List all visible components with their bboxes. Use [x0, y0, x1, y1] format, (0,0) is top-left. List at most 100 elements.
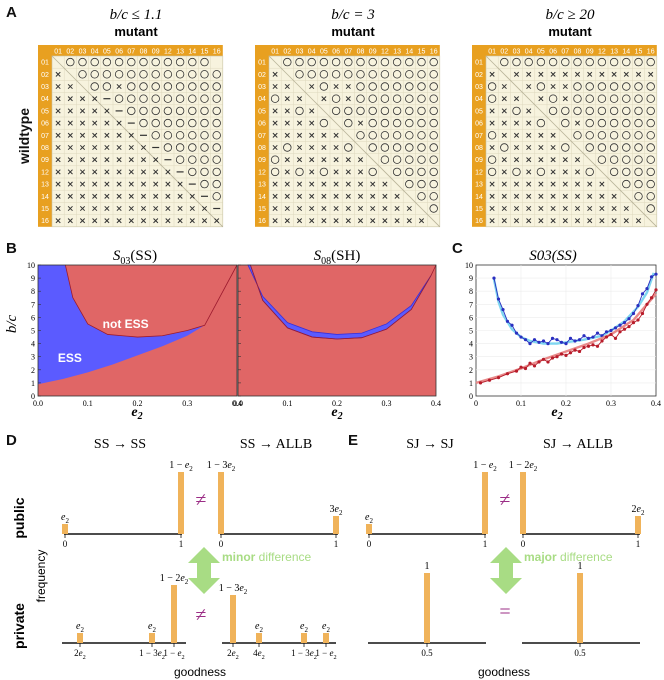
matrix-cell-stable: [585, 167, 594, 177]
matrix-cell-stable: [597, 143, 607, 152]
matrix-cell-stable: [331, 57, 341, 67]
panel-label-c: C: [452, 240, 463, 257]
matrix-cell-stable: [163, 94, 173, 103]
matrix-cell-stable: [139, 106, 148, 116]
matrix-cell-stable: [368, 143, 377, 152]
matrix-cell-unstable: [79, 193, 86, 199]
matrix-cell-stable: [573, 94, 582, 103]
double-arrow-d-shape: [188, 547, 220, 594]
matrix-cell-stable: [561, 143, 570, 152]
matrix-cell-stable: [356, 57, 365, 67]
col-header: 08: [140, 49, 148, 56]
matrix-cell-unstable: [272, 144, 278, 151]
matrix-cell-unstable: [513, 193, 520, 199]
matrix-cell-unstable: [177, 181, 183, 187]
matrix-cell-unstable: [284, 120, 290, 126]
bar-label-symbol: e: [148, 621, 153, 632]
bar-label: 1: [425, 561, 430, 572]
matrix-cell-unstable: [309, 169, 315, 175]
matrix-cell-unstable: [321, 218, 327, 224]
matrix-cell-unstable: [284, 132, 290, 138]
bar-label-symbol: e: [239, 583, 244, 594]
matrix-cell-unstable: [128, 132, 134, 138]
matrix-cell-stable: [392, 82, 402, 91]
col-header: 03: [513, 49, 521, 56]
row-header: 16: [41, 218, 49, 225]
matrix-cell-unstable: [104, 144, 110, 151]
matrix-cell-stable: [175, 143, 185, 152]
matrix-cell-unstable: [382, 205, 388, 212]
matrix-cell-unstable: [67, 108, 73, 114]
matrix-cell-unstable: [574, 218, 581, 224]
c-point-lower-simulation: [555, 355, 559, 359]
bar-label-symbol: e: [180, 573, 185, 584]
row-header: 02: [475, 72, 483, 79]
matrix-cell-stable: [368, 131, 377, 140]
strategy-matrix-mid: b/c = 3 mutant 01 01 02 02 03 03 04 04 05 05 06 06 07 0…: [253, 2, 445, 228]
matrix-cell-unstable: [128, 193, 134, 199]
bar-label-text: 3: [330, 504, 335, 515]
dist-bar: [482, 472, 488, 534]
matrix-cell-unstable: [296, 218, 303, 224]
matrix-cell-unstable: [67, 218, 73, 224]
matrix-cell-unstable: [418, 218, 425, 224]
e-title-left: SJ → SJ: [406, 437, 454, 452]
matrix-cell-stable: [163, 118, 173, 128]
xtick-label: 0.1: [83, 399, 93, 408]
matrix-cell-stable: [380, 57, 390, 67]
matrix-cell-unstable: [92, 205, 98, 212]
matrix-cell-unstable: [489, 108, 495, 114]
matrix-cell-unstable: [538, 71, 544, 77]
bar-label-sub: 2: [236, 654, 239, 661]
ess-band-lower: [249, 264, 432, 340]
matrix-cell-stable: [609, 94, 619, 103]
bar-label-sub: 2: [80, 626, 84, 634]
c-point-upper-simulation: [496, 297, 501, 301]
matrix-cell-unstable: [309, 120, 315, 126]
matrix-cell-unstable: [189, 218, 195, 224]
matrix-cell-unstable: [116, 181, 122, 187]
matrix-cell-unstable: [284, 96, 290, 102]
bar-label: 1 − 3e2: [219, 583, 248, 596]
matrix-cell-stable: [512, 167, 521, 177]
matrix-cell-unstable: [513, 218, 520, 224]
matrix-cell-stable: [380, 70, 390, 79]
matrix-cell-unstable: [284, 108, 290, 114]
bar-label-sub: 2: [304, 626, 308, 634]
matrix-cell-unstable: [321, 181, 327, 187]
matrix-cell-stable: [646, 179, 655, 189]
matrix-cell-unstable: [153, 218, 159, 224]
c-point-upper-simulation: [640, 292, 645, 296]
matrix-cell-unstable: [406, 205, 412, 212]
matrix-cell-stable: [417, 57, 426, 67]
col-header: 09: [369, 49, 377, 56]
row-header: 05: [258, 108, 266, 115]
c-xtick-label: 0.4: [651, 399, 661, 408]
matrix-cell-stable: [175, 57, 185, 67]
matrix-cell-unstable: [550, 83, 556, 90]
matrix-cell-stable: [634, 57, 643, 67]
matrix-cell-stable: [200, 106, 209, 116]
matrix-cell-unstable: [562, 83, 568, 90]
row-header: 09: [475, 157, 483, 164]
matrix-cell-unstable: [104, 132, 110, 138]
matrix-cell-unstable: [201, 205, 208, 212]
row-header: 16: [258, 218, 266, 225]
c-point-upper-simulation: [582, 334, 586, 338]
col-header: 07: [344, 49, 352, 56]
bar-label-sub: 2: [493, 465, 497, 473]
matrix-cell-unstable: [284, 157, 290, 163]
matrix-cell-stable: [429, 57, 438, 67]
matrix-cell-unstable: [550, 218, 556, 224]
matrix-cell-unstable: [67, 83, 73, 90]
matrix-cell-stable: [405, 70, 414, 79]
matrix-cell-unstable: [55, 120, 61, 126]
matrix-cell-unstable: [55, 108, 61, 114]
matrix-cell-unstable: [104, 218, 110, 224]
matrix-cell-stable: [331, 70, 341, 79]
matrix-cell-unstable: [79, 132, 86, 138]
c-point-upper-simulation: [523, 338, 528, 342]
row-header: 07: [41, 133, 49, 140]
ess-label: ESS: [58, 351, 82, 365]
matrix-title: b/c = 3: [331, 7, 374, 23]
